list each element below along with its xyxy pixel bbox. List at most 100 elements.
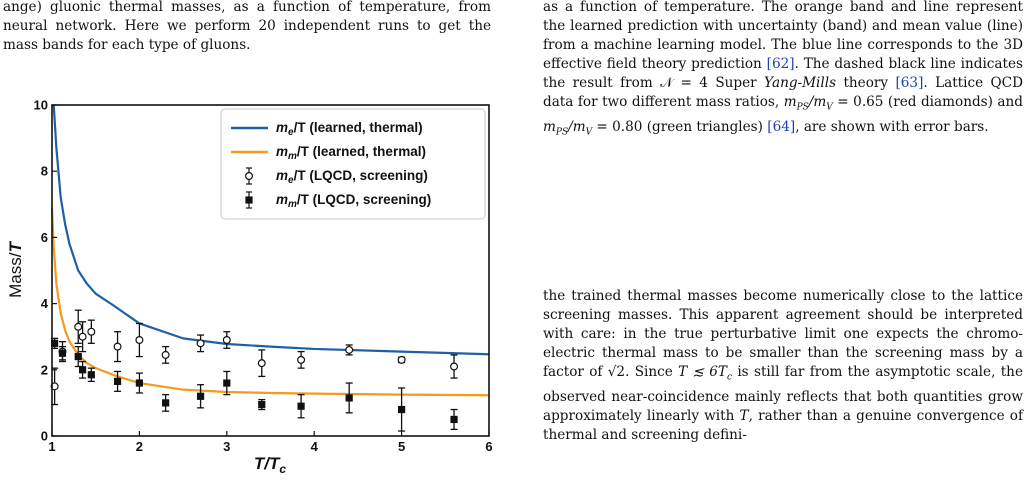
body-text: the trained thermal masses become numeri… [543,288,1023,380]
caption-text: , are shown with error bars. [795,118,989,135]
ratio-sub-text: PS [555,127,569,138]
citation-link-63[interactable]: [63] [895,75,924,91]
ratio-sub: PS [556,127,568,137]
data-point [58,349,67,357]
ratio-sub-text: V [585,127,593,138]
y-tick-label: 4 [41,296,49,311]
body-text: , rather than a genuine convergence of t… [543,407,1023,443]
caption-text: Super [707,75,765,91]
x-tick-label: 1 [48,439,55,454]
data-point [51,339,59,347]
temperature-condition: T ≲ 6T [678,364,727,380]
y-axis-title-main: Mass/ [6,252,25,298]
data-point [345,345,354,354]
data-point [222,336,231,345]
body-text: is still far from the asymptotic scale, … [543,364,1023,424]
ratio-symbol: /m [808,94,827,110]
legend-label-subscript: m [288,199,297,210]
data-point [258,400,266,409]
ratio-sub: PS [797,103,809,113]
ratio-symbol: /m [568,118,586,135]
caption-text: as a function of temperature. The orange… [543,0,1023,72]
data-point [196,339,205,348]
data-point [74,352,82,361]
data-point [87,371,95,379]
y-axis-title: Mass/T [6,241,25,298]
temperature-condition-sub-text: c [726,372,732,383]
citation-link-64[interactable]: [64] [767,118,796,135]
caption-yang-mills: Yang-Mills [764,75,837,91]
data-point [196,392,205,400]
legend-entry: me/T (learned, thermal) [231,120,423,138]
ratio-sub-text: V [826,102,833,113]
right-body-paragraph: the trained thermal masses become numeri… [543,287,1023,445]
caption-text: . The dashed black line indicates the re… [543,56,1023,91]
legend-label: me/T (learned, thermal) [276,120,423,138]
legend-label-symbol: m [276,168,288,183]
legend-entry: mm/T (learned, thermal) [231,144,426,162]
data-point [135,379,143,387]
data-point [78,332,87,341]
legend-label: mm/T (LQCD, screening) [276,192,431,210]
data-point [297,402,305,410]
y-tick-label: 10 [34,98,48,113]
y-tick-label: 6 [41,230,48,245]
lqcd-me-points [50,309,459,406]
chart-legend: me/T (learned, thermal)mm/T (learned, th… [220,108,486,220]
legend-label-symbol: m [276,144,288,159]
caption-text: (green triangles) [642,118,768,135]
legend-label-subscript: e [288,175,294,186]
ratio-symbol: m [543,118,556,135]
legend-entry: me/T (LQCD, screening) [245,167,428,186]
ratio-value-065: = 0.65 [832,94,884,110]
series-line [52,104,490,356]
y-tick-label: 8 [41,164,48,179]
caption-text: theory [836,75,896,91]
legend-entry: mm/T (LQCD, screening) [245,191,431,210]
temperature-condition-sub: c [727,373,732,383]
legend-circle-marker [245,171,254,180]
plot-frame [51,104,490,437]
left-column-paragraph: ange) gluonic thermal masses, as a funct… [3,0,491,53]
x-axis-title: T/Tc [254,454,287,476]
legend-label-symbol: m [276,120,288,135]
data-point [345,394,353,402]
x-tick-label: 3 [223,439,230,454]
x-tick-label: 2 [136,439,143,454]
ratio-symbol: m [783,94,797,110]
legend-square-marker [245,196,253,204]
legend-label: me/T (LQCD, screening) [276,168,428,186]
body-text: . Since [625,364,679,380]
learned-line-series [52,104,490,356]
data-point [223,379,231,387]
data-point [297,355,306,364]
legend-label-subscript: m [288,151,297,162]
x-tick-label: 6 [485,439,492,454]
learned-line-series [50,207,490,397]
data-point [161,350,170,359]
legend-box [220,108,486,220]
legend-label-rest: /T (learned, thermal) [297,144,426,159]
ratio-sub: V [586,127,593,137]
data-point [113,342,122,351]
legend-label-rest: /T (learned, thermal) [294,120,423,135]
data-point [162,399,170,407]
figure-caption: as a function of temperature. The orange… [543,0,1023,142]
x-axis-title-sub: c [279,462,286,476]
series-line [50,207,490,397]
y-axis-title-T: T [6,241,25,253]
legend-label-subscript: e [288,127,294,138]
ratio-value-080: = 0.80 [592,118,643,135]
caption-text: (red diamonds) and [883,94,1023,110]
data-point [398,405,406,414]
x-axis-title-main: T/T [254,454,281,473]
x-tick-label: 4 [311,439,319,454]
temperature-symbol: T [739,407,749,424]
data-point [450,362,459,371]
sqrt-two: √2 [607,364,626,380]
caption-text: . Lattice QCD data for two different mas… [543,75,1023,110]
x-tick-label: 5 [398,439,405,454]
citation-link-62[interactable]: [62] [766,56,795,72]
legend-label: mm/T (learned, thermal) [276,144,426,162]
